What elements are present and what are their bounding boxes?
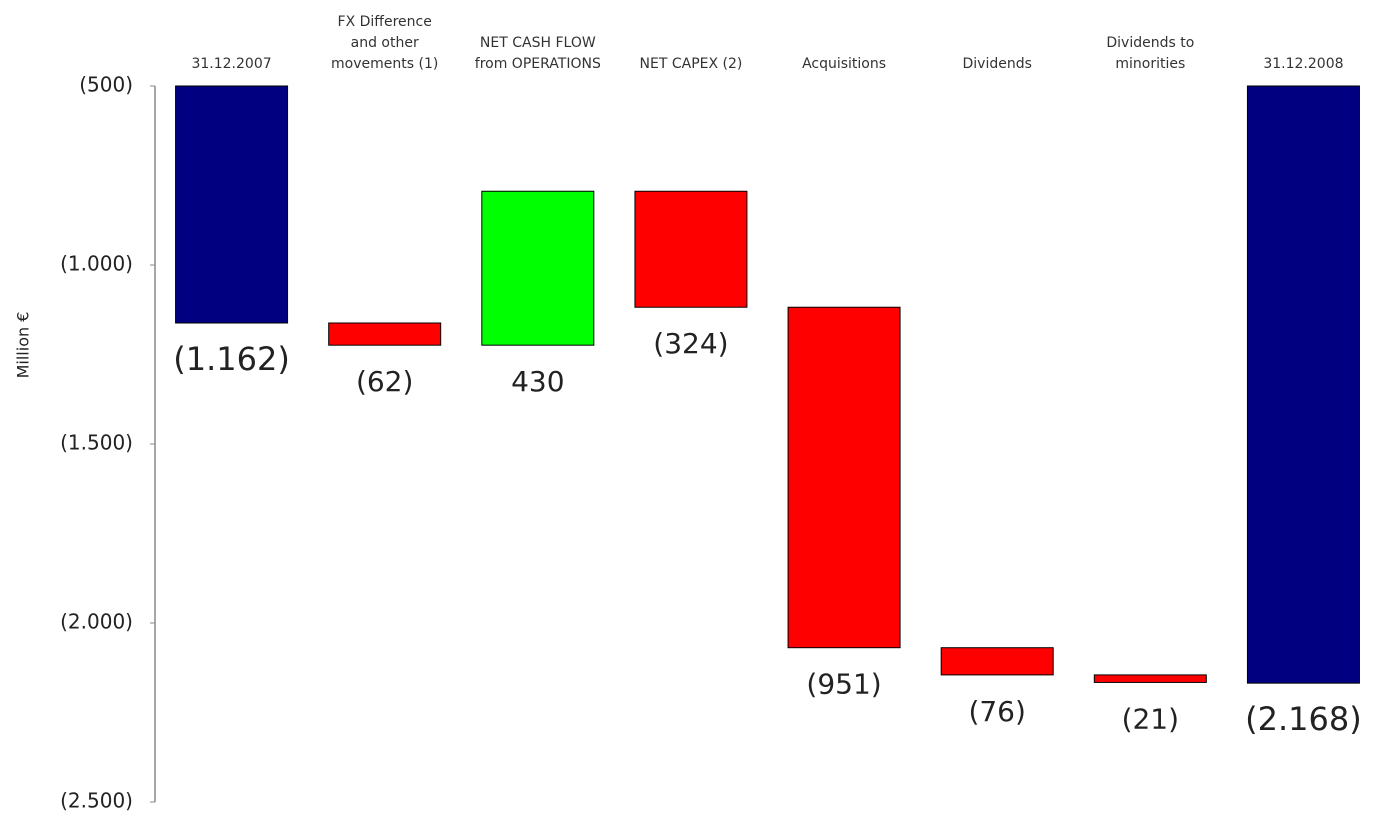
value-label: (2.168): [1245, 700, 1362, 738]
category-label: Dividends: [962, 56, 1032, 72]
value-label: 430: [511, 365, 564, 398]
value-label: (76): [968, 695, 1025, 728]
y-tick-label: (500): [79, 73, 133, 97]
category-label: 31.12.2008: [1263, 56, 1344, 72]
y-tick-label: (1.500): [60, 431, 133, 455]
category-label: NET CAPEX (2): [639, 56, 743, 72]
y-tick-label: (2.500): [60, 789, 133, 813]
category-label: Dividends to minorities: [1106, 35, 1195, 72]
bar: [175, 85, 289, 324]
value-label: (62): [356, 365, 413, 398]
category-label: NET CASH FLOW from OPERATIONS: [474, 35, 601, 72]
category-label: Acquisitions: [802, 56, 887, 72]
bar: [481, 190, 595, 346]
value-label: (324): [653, 327, 728, 360]
value-label: (1.162): [173, 340, 290, 378]
y-axis-label: Million €: [14, 312, 33, 379]
y-tick-label: (1.000): [60, 252, 133, 276]
category-label: 31.12.2007: [191, 56, 272, 72]
value-label: (21): [1122, 702, 1179, 735]
category-label: FX Difference and other movements (1): [331, 14, 439, 72]
bar: [940, 647, 1054, 676]
y-tick-label: (2.000): [60, 610, 133, 634]
value-label: (951): [806, 668, 881, 701]
bar: [634, 190, 748, 308]
bar: [1246, 85, 1360, 684]
bar: [787, 306, 901, 649]
bar: [328, 322, 442, 346]
bar: [1093, 674, 1207, 683]
